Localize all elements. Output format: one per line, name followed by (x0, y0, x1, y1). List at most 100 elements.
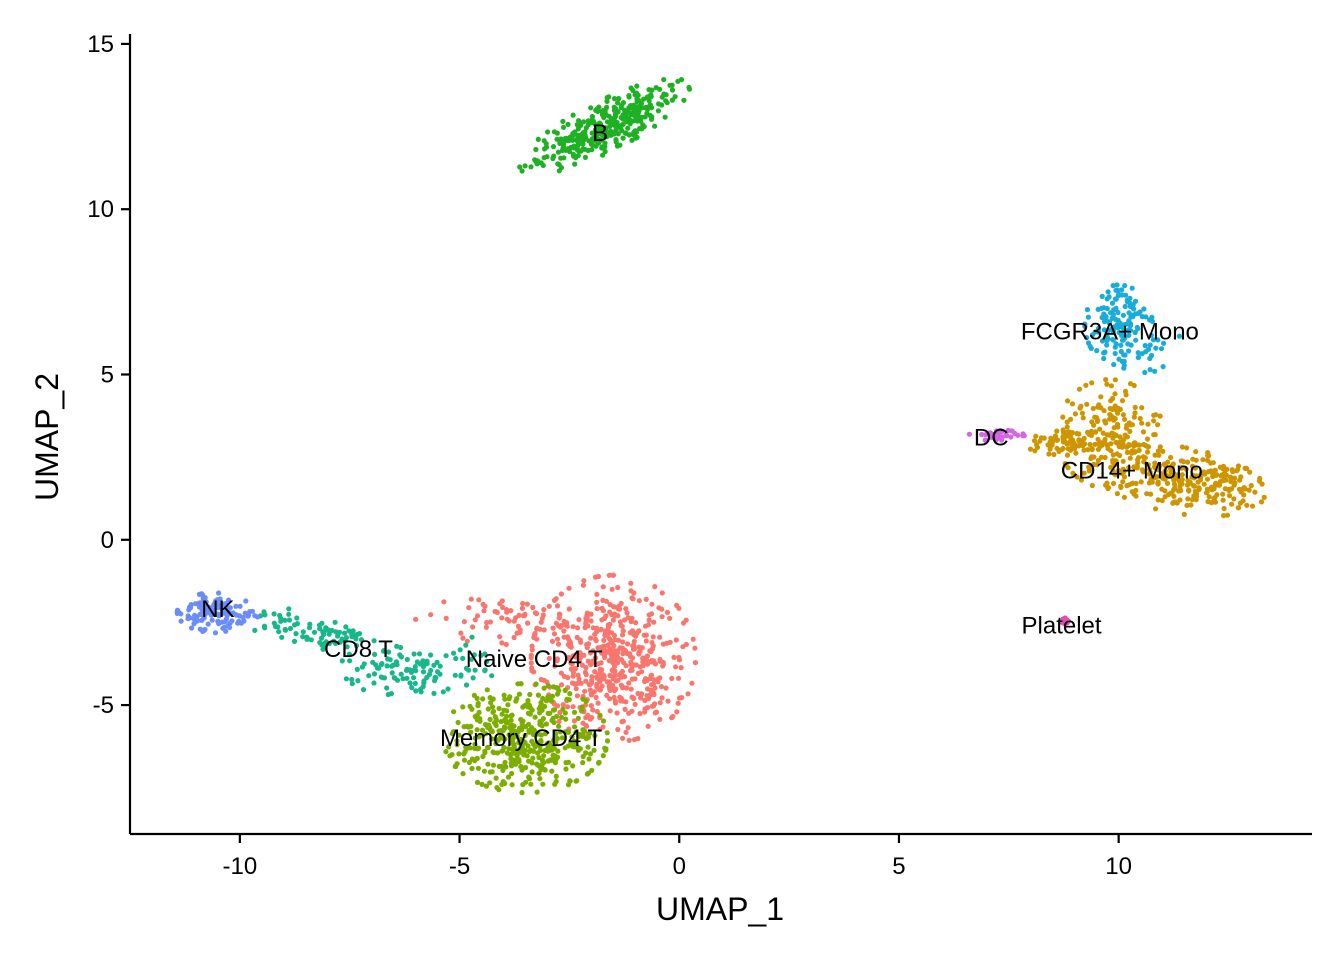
data-point (1128, 342, 1134, 348)
data-point (1185, 496, 1191, 502)
data-point (1081, 470, 1087, 476)
data-point (293, 631, 299, 637)
data-point (527, 691, 533, 698)
data-point (1214, 472, 1220, 478)
data-point (1105, 442, 1111, 448)
data-point (551, 745, 557, 751)
data-point (1148, 332, 1154, 338)
data-point (615, 637, 622, 643)
data-point (575, 142, 581, 148)
data-point (1094, 415, 1100, 421)
data-point (1151, 418, 1157, 424)
data-point (475, 700, 481, 707)
data-point (1224, 512, 1231, 518)
data-point (394, 643, 400, 649)
data-point (501, 692, 507, 698)
data-point (1138, 479, 1144, 485)
data-point (216, 590, 222, 596)
data-point (643, 632, 649, 638)
data-point (1131, 414, 1137, 420)
data-point (463, 744, 469, 750)
data-point (590, 648, 596, 654)
data-point (1231, 496, 1237, 502)
data-point (567, 691, 573, 697)
data-point (1068, 416, 1074, 422)
data-point (644, 677, 650, 684)
data-point (481, 608, 487, 614)
data-point (1104, 337, 1110, 344)
data-point (634, 83, 640, 89)
data-point (1216, 482, 1223, 488)
data-point (1212, 499, 1219, 505)
data-point (519, 727, 525, 733)
data-point (1205, 469, 1212, 475)
data-point (1121, 358, 1127, 364)
data-point (1097, 426, 1103, 432)
data-point (575, 715, 581, 722)
data-point (349, 631, 355, 638)
data-point (649, 601, 655, 607)
data-point (1201, 469, 1207, 475)
data-point (1159, 498, 1165, 504)
data-point (1155, 497, 1161, 503)
data-point (1098, 440, 1104, 446)
data-point (615, 726, 621, 733)
data-point (286, 617, 292, 623)
data-point (611, 632, 618, 639)
data-point (587, 687, 594, 693)
data-point (428, 667, 434, 674)
data-point (611, 688, 618, 694)
data-point (1139, 467, 1145, 473)
data-point (628, 580, 634, 586)
data-point (1226, 493, 1233, 499)
data-point (1150, 337, 1156, 343)
data-point (547, 747, 553, 753)
data-point (1119, 470, 1125, 476)
data-point (628, 619, 634, 625)
data-point (678, 665, 684, 671)
data-point (582, 688, 588, 694)
data-point (565, 729, 572, 735)
data-point (540, 162, 546, 168)
data-point (477, 718, 483, 724)
data-point (686, 84, 692, 91)
data-point (437, 663, 443, 669)
data-point (565, 121, 571, 127)
data-point (631, 638, 637, 645)
data-point (1186, 488, 1192, 494)
data-point (1110, 457, 1116, 464)
data-point (1142, 343, 1148, 349)
data-point (221, 610, 227, 616)
data-point (587, 661, 593, 667)
data-point (584, 723, 590, 729)
data-point (558, 670, 565, 676)
data-point (502, 759, 508, 766)
data-point (1108, 383, 1114, 389)
data-point (661, 77, 667, 83)
data-point (650, 634, 656, 640)
data-point (381, 647, 387, 654)
data-point (599, 145, 605, 151)
data-point (525, 698, 531, 704)
data-point (571, 739, 578, 746)
data-point (1222, 470, 1228, 476)
data-point (571, 718, 578, 724)
data-point (428, 612, 434, 618)
data-point (1082, 441, 1088, 447)
cluster-points-dc (966, 427, 1027, 443)
data-point (607, 696, 613, 702)
data-point (1142, 369, 1148, 376)
data-point (643, 596, 649, 602)
data-point (552, 707, 558, 713)
data-point (575, 126, 581, 132)
data-point (609, 611, 615, 618)
data-point (493, 722, 499, 728)
data-point (416, 651, 423, 657)
data-point (1116, 330, 1122, 336)
data-point (594, 708, 600, 715)
data-point (431, 690, 437, 697)
data-point (466, 667, 472, 673)
data-point (1158, 346, 1165, 352)
data-point (626, 680, 632, 686)
data-point (508, 608, 514, 614)
